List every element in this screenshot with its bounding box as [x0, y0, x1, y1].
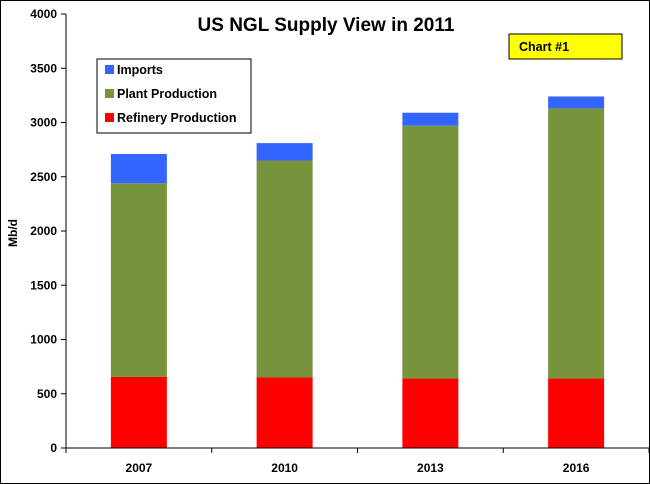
bar-plant-production-2007	[110, 183, 167, 377]
bar-imports-2016	[548, 96, 605, 109]
chart-title: US NGL Supply View in 2011	[198, 15, 455, 36]
bar-plant-production-2010	[256, 160, 313, 378]
y-tick-label: 2000	[30, 224, 57, 238]
bar-plant-production-2016	[548, 108, 605, 379]
chart-badge: Chart #1	[508, 33, 623, 60]
bar-plant-production-2013	[402, 125, 459, 379]
bar-refinery-production-2010	[256, 377, 313, 448]
legend: Imports Plant Production Refinery Producti…	[96, 58, 252, 134]
bar-imports-2007	[110, 153, 167, 184]
bar-refinery-production-2013	[402, 378, 459, 448]
chart-badge-box	[508, 33, 623, 60]
x-tick-label: 2010	[271, 461, 298, 475]
x-tick-label: 2007	[126, 461, 153, 475]
legend-label-refinery-production: Refinery Production	[117, 111, 236, 125]
y-tick-label: 0	[50, 441, 57, 455]
x-tick-label: 2013	[417, 461, 444, 475]
y-tick-label: 3500	[30, 61, 57, 75]
x-tick-label: 2016	[563, 461, 590, 475]
legend-swatch-imports	[105, 65, 114, 74]
y-axis-title: Mb/d	[6, 219, 20, 247]
legend-box	[96, 58, 252, 134]
legend-label-plant-production: Plant Production	[117, 87, 217, 101]
legend-label-imports: Imports	[117, 63, 163, 77]
y-axis: 0 500 1000 1500 2000 2500 3000 3500 4000	[30, 7, 67, 455]
y-tick-label: 500	[37, 387, 57, 401]
bar-imports-2013	[402, 112, 459, 126]
x-axis: 2007 2010 2013 2016	[65, 447, 649, 475]
y-tick-label: 3000	[30, 116, 57, 130]
bar-refinery-production-2007	[110, 376, 167, 448]
y-tick-label: 4000	[30, 7, 57, 21]
chart-badge-label: Chart #1	[519, 40, 569, 54]
bar-imports-2010	[256, 143, 313, 161]
plot-area	[110, 96, 605, 448]
legend-swatch-refinery-production	[105, 113, 114, 122]
legend-swatch-plant-production	[105, 89, 114, 98]
y-tick-label: 1000	[30, 333, 57, 347]
y-tick-label: 2500	[30, 170, 57, 184]
y-tick-label: 1500	[30, 278, 57, 292]
bar-refinery-production-2016	[548, 378, 605, 448]
